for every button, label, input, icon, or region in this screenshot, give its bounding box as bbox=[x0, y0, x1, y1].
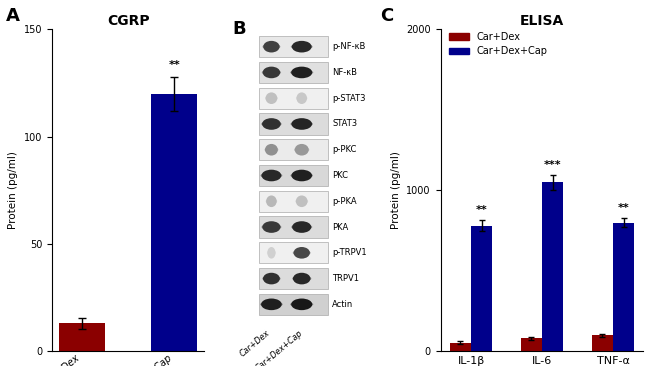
Ellipse shape bbox=[262, 118, 281, 130]
Text: Car+Dex: Car+Dex bbox=[238, 328, 272, 358]
Ellipse shape bbox=[265, 95, 278, 101]
Bar bbox=[259, 242, 328, 264]
Bar bbox=[259, 87, 328, 109]
Ellipse shape bbox=[296, 92, 307, 104]
Bar bbox=[471, 226, 492, 351]
Bar bbox=[450, 343, 471, 351]
Ellipse shape bbox=[266, 195, 277, 207]
Ellipse shape bbox=[291, 118, 312, 130]
Bar bbox=[259, 216, 328, 238]
Ellipse shape bbox=[261, 299, 281, 310]
Title: CGRP: CGRP bbox=[107, 14, 150, 28]
Ellipse shape bbox=[295, 198, 308, 204]
Text: p-TRPV1: p-TRPV1 bbox=[332, 248, 367, 257]
Y-axis label: Protein (pg/ml): Protein (pg/ml) bbox=[391, 152, 400, 229]
Bar bbox=[259, 62, 328, 83]
Text: p-NF-κB: p-NF-κB bbox=[332, 42, 365, 51]
Ellipse shape bbox=[291, 173, 313, 178]
Bar bbox=[59, 324, 105, 351]
Ellipse shape bbox=[292, 250, 311, 256]
Ellipse shape bbox=[292, 221, 311, 233]
Ellipse shape bbox=[262, 70, 281, 75]
Ellipse shape bbox=[260, 302, 283, 307]
Ellipse shape bbox=[267, 250, 276, 256]
Ellipse shape bbox=[290, 70, 313, 75]
Ellipse shape bbox=[291, 170, 312, 181]
Ellipse shape bbox=[292, 276, 311, 281]
Ellipse shape bbox=[291, 299, 312, 310]
Ellipse shape bbox=[265, 147, 278, 153]
Ellipse shape bbox=[291, 121, 313, 127]
Bar bbox=[592, 335, 613, 351]
Bar bbox=[259, 165, 328, 186]
Text: p-STAT3: p-STAT3 bbox=[332, 94, 365, 103]
Y-axis label: Protein (pg/ml): Protein (pg/ml) bbox=[8, 152, 18, 229]
Bar bbox=[259, 139, 328, 160]
Ellipse shape bbox=[263, 41, 280, 52]
Ellipse shape bbox=[291, 67, 312, 78]
Ellipse shape bbox=[294, 247, 310, 259]
Legend: Car+Dex, Car+Dex+Cap: Car+Dex, Car+Dex+Cap bbox=[445, 28, 551, 60]
Bar bbox=[259, 191, 328, 212]
Text: PKC: PKC bbox=[332, 171, 348, 180]
Bar bbox=[259, 36, 328, 57]
Ellipse shape bbox=[294, 147, 309, 153]
Bar bbox=[151, 94, 198, 351]
Text: ***: *** bbox=[544, 160, 562, 170]
Ellipse shape bbox=[263, 67, 280, 78]
Text: Car+Dex+Cap: Car+Dex+Cap bbox=[254, 328, 304, 366]
Bar bbox=[542, 182, 564, 351]
Text: p-PKC: p-PKC bbox=[332, 145, 356, 154]
Text: PKA: PKA bbox=[332, 223, 348, 232]
Text: B: B bbox=[233, 20, 246, 38]
Title: ELISA: ELISA bbox=[520, 14, 564, 28]
Text: TRPV1: TRPV1 bbox=[332, 274, 359, 283]
Bar bbox=[259, 294, 328, 315]
Ellipse shape bbox=[263, 221, 281, 233]
Text: Actin: Actin bbox=[332, 300, 353, 309]
Ellipse shape bbox=[266, 198, 277, 204]
Bar bbox=[521, 339, 542, 351]
Bar bbox=[613, 223, 634, 351]
Ellipse shape bbox=[263, 44, 280, 49]
Text: **: ** bbox=[168, 60, 180, 70]
Ellipse shape bbox=[262, 276, 281, 281]
Ellipse shape bbox=[267, 247, 276, 259]
Text: p-PKA: p-PKA bbox=[332, 197, 357, 206]
Ellipse shape bbox=[296, 195, 307, 207]
Ellipse shape bbox=[261, 170, 281, 181]
Text: A: A bbox=[6, 7, 20, 25]
Text: STAT3: STAT3 bbox=[332, 119, 357, 128]
Ellipse shape bbox=[261, 121, 281, 127]
Ellipse shape bbox=[292, 41, 311, 52]
Ellipse shape bbox=[290, 302, 313, 307]
Ellipse shape bbox=[293, 273, 311, 284]
Bar bbox=[259, 113, 328, 135]
Ellipse shape bbox=[291, 44, 313, 49]
Text: **: ** bbox=[476, 205, 488, 215]
Ellipse shape bbox=[291, 224, 312, 230]
Ellipse shape bbox=[296, 95, 307, 101]
Text: **: ** bbox=[618, 203, 629, 213]
Text: C: C bbox=[380, 7, 393, 25]
Ellipse shape bbox=[263, 273, 280, 284]
Text: NF-κB: NF-κB bbox=[332, 68, 357, 77]
Ellipse shape bbox=[294, 144, 309, 156]
Ellipse shape bbox=[265, 144, 278, 156]
Ellipse shape bbox=[266, 92, 278, 104]
Ellipse shape bbox=[261, 173, 282, 178]
Bar bbox=[259, 268, 328, 289]
Ellipse shape bbox=[261, 224, 281, 230]
